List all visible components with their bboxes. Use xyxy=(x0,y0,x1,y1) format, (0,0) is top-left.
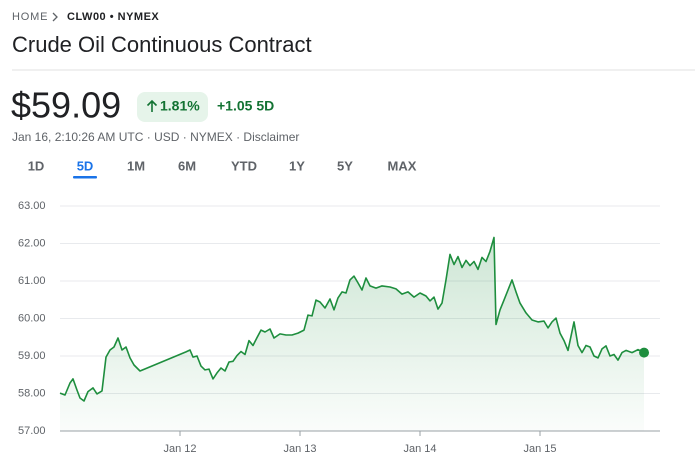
x-tick-label: Jan 13 xyxy=(283,443,316,455)
breadcrumb-chevron xyxy=(52,12,58,22)
up-arrow-icon xyxy=(146,99,158,112)
range-tab[interactable]: MAX xyxy=(388,158,417,173)
tabs: 1D 5D 1M 6M YTD 1Y 5Y MAX xyxy=(28,158,417,179)
range-tab[interactable]: 5Y xyxy=(337,158,353,173)
last-point xyxy=(639,347,650,358)
y-tick-label: 57.00 xyxy=(18,425,46,437)
range-tab[interactable]: 6M xyxy=(178,158,196,173)
x-tick-label: Jan 14 xyxy=(403,443,436,455)
range-tab[interactable]: 1M xyxy=(127,158,145,173)
change-period: +1.05 5D xyxy=(217,98,274,114)
price-area xyxy=(60,237,644,431)
change-percent: 1.81% xyxy=(160,98,200,114)
tab-underline xyxy=(73,176,97,179)
breadcrumb-symbol: CLW00 • NYMEX xyxy=(67,11,159,23)
chart: 57.00 58.00 59.00 60.00 61.00 62.00 63.00 Jan 1… xyxy=(18,200,660,455)
breadcrumb-home[interactable]: HOME xyxy=(12,11,48,23)
y-tick-label: 63.00 xyxy=(18,200,46,212)
range-tab[interactable]: YTD xyxy=(231,158,257,173)
y-tick-label: 59.00 xyxy=(18,350,46,362)
price: $59.09 xyxy=(11,85,121,126)
range-tab[interactable]: 1Y xyxy=(289,158,305,173)
y-tick-label: 60.00 xyxy=(18,312,46,324)
y-tick-label: 62.00 xyxy=(18,237,46,249)
page-title: Crude Oil Continuous Contract xyxy=(12,32,312,57)
quote-info: Jan 16, 2:10:26 AM UTC · USD · NYMEX · D… xyxy=(12,130,299,144)
range-tab[interactable]: 5D xyxy=(77,158,94,173)
x-tick-label: Jan 15 xyxy=(523,443,556,455)
range-tab[interactable]: 1D xyxy=(28,158,45,173)
x-tick-label: Jan 12 xyxy=(163,443,196,455)
y-tick-label: 58.00 xyxy=(18,387,46,399)
y-tick-label: 61.00 xyxy=(18,275,46,287)
price-line xyxy=(59,236,645,402)
change-pill xyxy=(137,92,208,122)
